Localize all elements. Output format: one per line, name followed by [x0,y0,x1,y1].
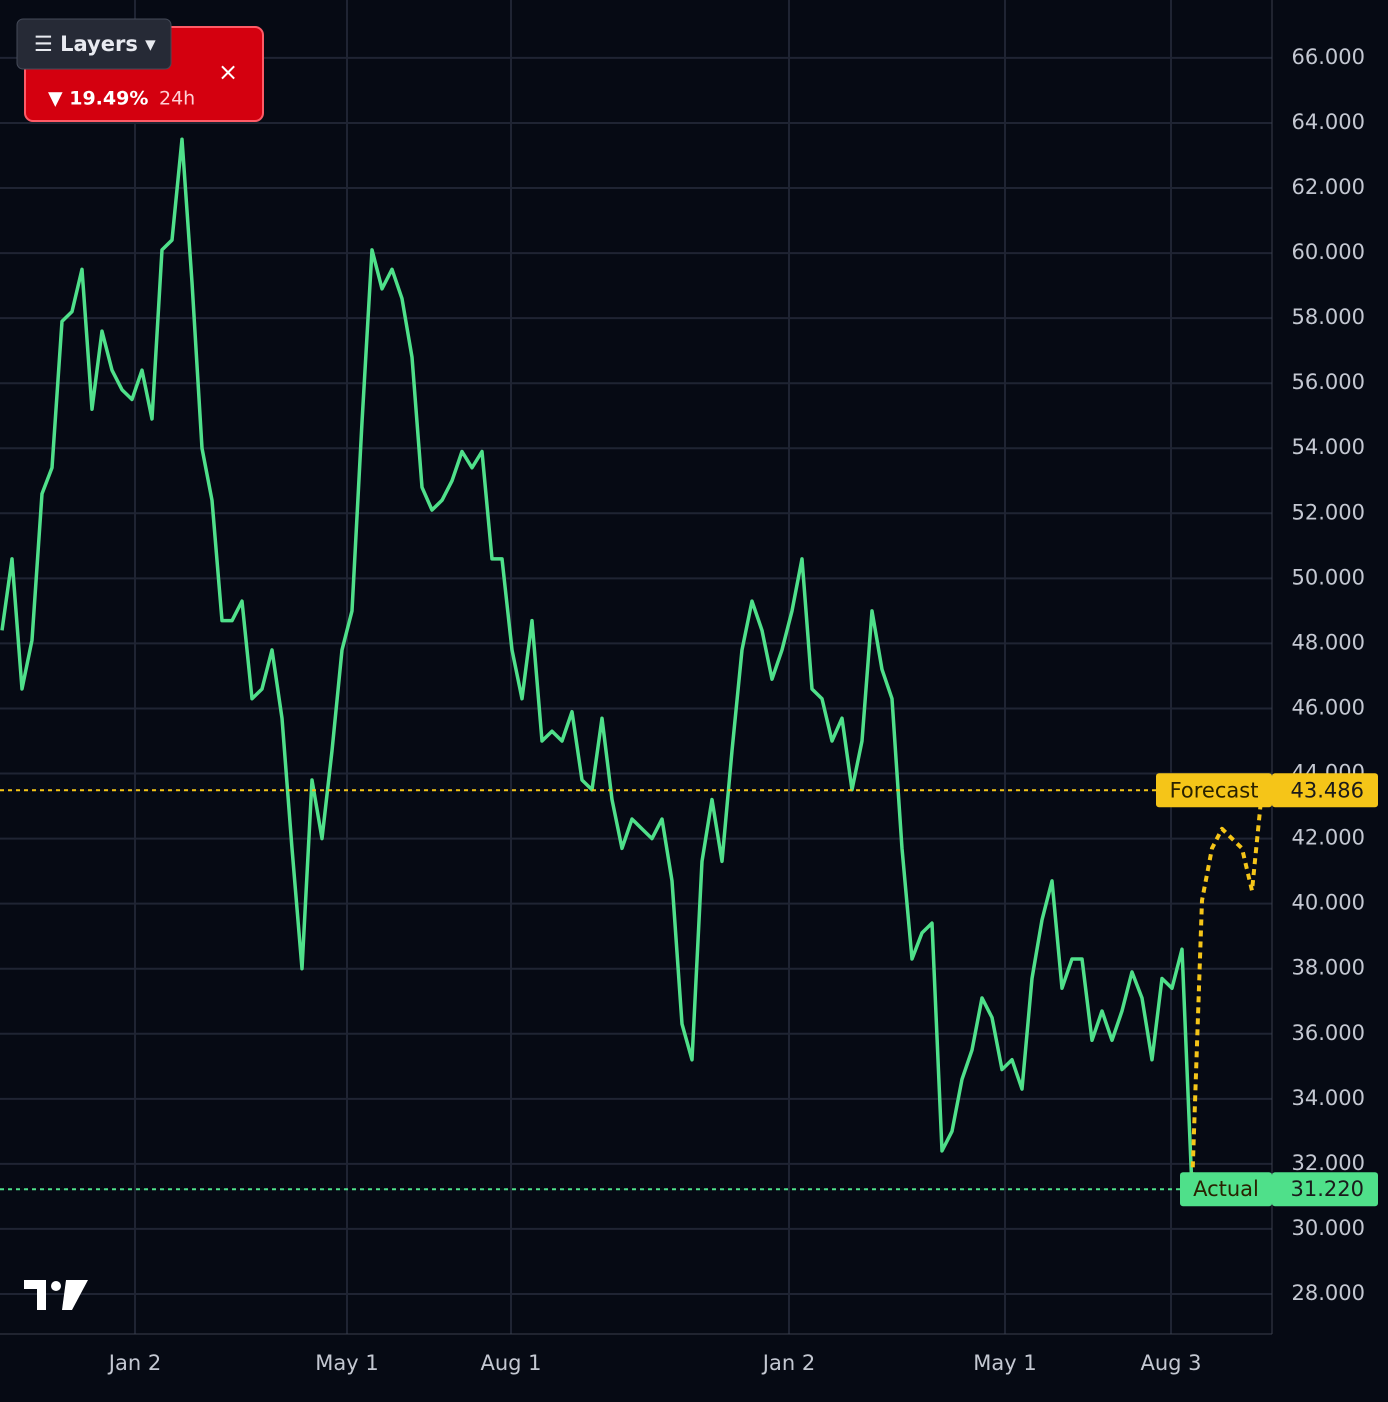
y-tick-label: 60.000 [1292,240,1365,264]
data-line [1190,790,1264,1190]
y-tick-label: 66.000 [1292,45,1365,69]
y-tick-label: 40.000 [1292,891,1365,915]
y-tick-label: 42.000 [1292,826,1365,850]
y-tick-label: 56.000 [1292,370,1365,394]
layers-label: ☰ Layers ▾ [34,32,156,56]
y-tick-label: 36.000 [1292,1021,1365,1045]
y-tick-label: 46.000 [1292,695,1365,719]
x-tick-label: May 1 [315,1351,378,1375]
logo [24,1280,88,1310]
y-tick-label: 52.000 [1292,500,1365,524]
price-tag [1180,1172,1272,1207]
price-tag [1156,773,1272,808]
price-tag-value: 31.220 [1291,1177,1364,1201]
y-tick-label: 28.000 [1292,1281,1365,1305]
y-tick-label: 32.000 [1292,1151,1365,1175]
x-tick-label: Jan 2 [107,1351,161,1375]
y-tick-label: 48.000 [1292,630,1365,654]
price-tag-name: Forecast [1170,778,1259,802]
y-tick-label: 34.000 [1292,1086,1365,1110]
layers-button[interactable] [16,18,172,70]
price-tag [1272,1172,1378,1207]
data-line [0,137,1194,1190]
y-tick-label: 58.000 [1292,305,1365,329]
price-tag [1272,773,1378,808]
y-tick-label: 62.000 [1292,175,1365,199]
change: ▼ 19.49% [48,88,148,110]
x-tick-label: May 1 [973,1351,1036,1375]
y-tick-label: 30.000 [1292,1216,1365,1240]
x-tick-label: Aug 1 [480,1351,541,1375]
x-tick-label: Aug 3 [1140,1351,1201,1375]
y-tick-label: 50.000 [1292,565,1365,589]
price-tag-name: Actual [1193,1177,1259,1201]
period: 24h [159,88,195,110]
y-tick-label: 38.000 [1292,956,1365,980]
close-button[interactable]: × [218,58,238,86]
y-tick-label: 54.000 [1292,435,1365,459]
y-tick-label: 64.000 [1292,110,1365,134]
price-tag-value: 43.486 [1291,778,1364,802]
x-tick-label: Jan 2 [761,1351,815,1375]
